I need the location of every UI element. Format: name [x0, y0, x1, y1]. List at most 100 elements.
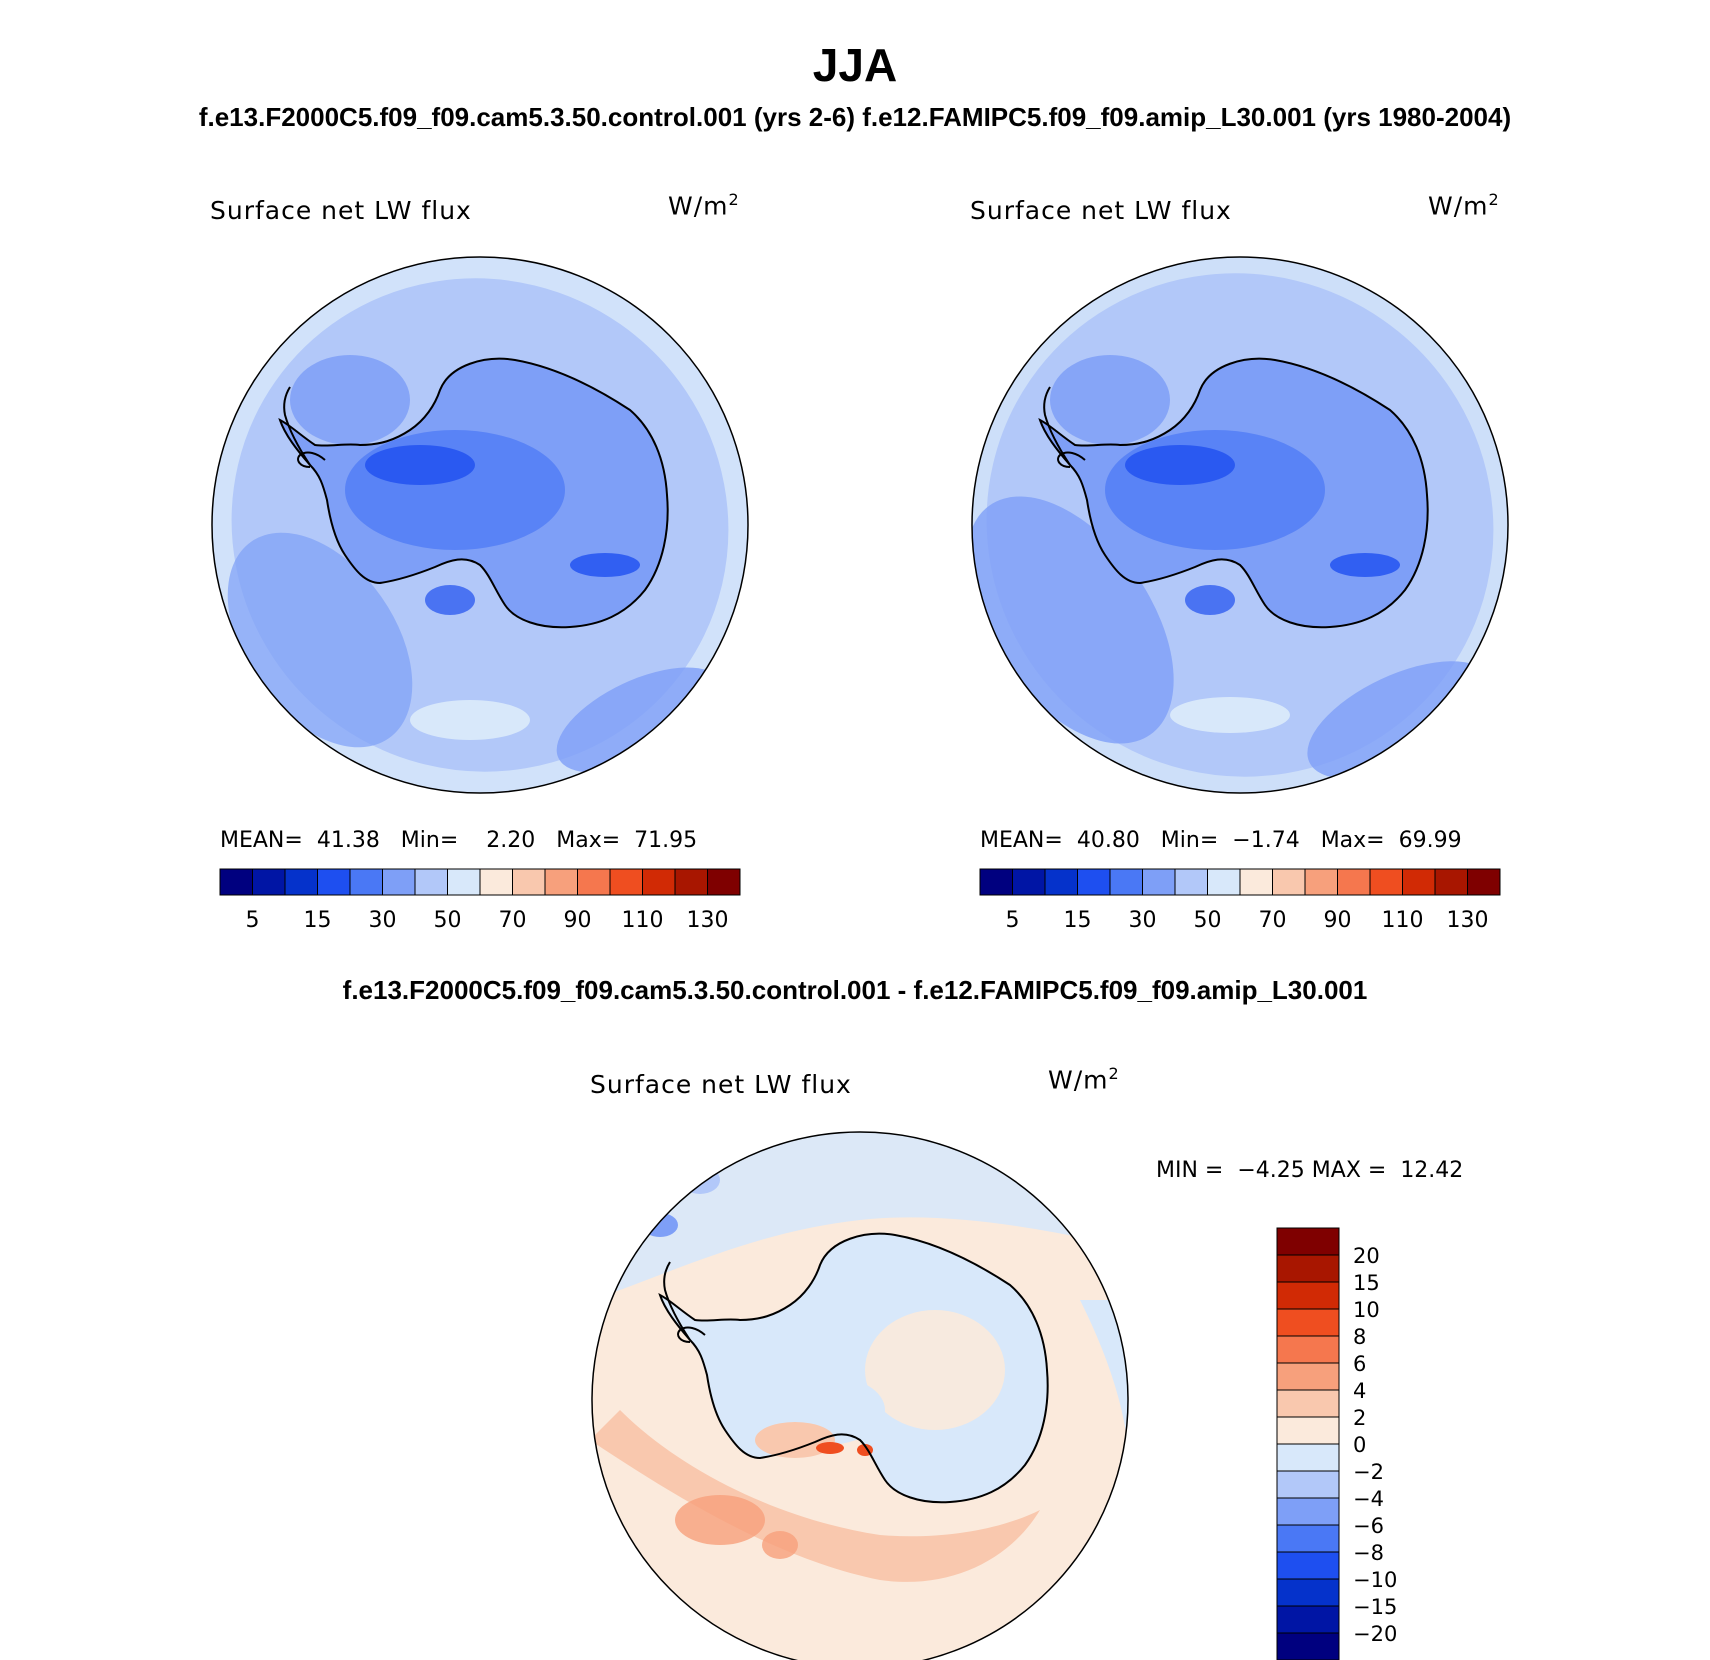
colorbar-swatch — [979, 868, 1013, 896]
colorbar-swatch — [382, 868, 416, 896]
colorbar-swatch — [544, 868, 578, 896]
map-boundary — [591, 1131, 1129, 1660]
colorbar-swatch — [1012, 868, 1046, 896]
colorbar-swatch — [1276, 1281, 1340, 1310]
colorbar-swatch — [479, 868, 513, 896]
colorbar-tick-label: 110 — [1382, 908, 1424, 933]
colorbar-tick-label: 30 — [1129, 908, 1157, 933]
case-subtitle: f.e13.F2000C5.f09_f09.cam5.3.50.control.… — [198, 102, 1512, 132]
colorbar-swatch — [1174, 868, 1208, 896]
colorbar-swatch — [1272, 868, 1306, 896]
colorbar-swatch — [1077, 868, 1111, 896]
colorbar-tick-label: −4 — [1353, 1487, 1384, 1511]
colorbar-tick-label: 110 — [622, 908, 664, 933]
colorbar-swatch — [219, 868, 253, 896]
colorbar-swatch — [1207, 868, 1241, 896]
colorbar-swatch — [1276, 1335, 1340, 1364]
colorbar-swatch — [642, 868, 676, 896]
map-boundary — [971, 256, 1509, 794]
colorbar-swatch — [1276, 1551, 1340, 1580]
map-boundary — [211, 256, 749, 794]
stats-line: MIN = −4.25 MAX = 12.42 — [1156, 1158, 1464, 1183]
units-label: W/m2 — [1428, 190, 1500, 221]
colorbar-tick-label: 130 — [687, 908, 729, 933]
colorbar-tick-label: 2 — [1353, 1406, 1366, 1430]
colorbar-swatch — [447, 868, 481, 896]
colorbar-tick-label: 70 — [1259, 908, 1287, 933]
colorbar-tick-label: −6 — [1353, 1514, 1384, 1538]
colorbar-swatch — [512, 868, 546, 896]
colorbar-swatch — [1369, 868, 1403, 896]
colorbar-tick-label: 15 — [1353, 1271, 1380, 1295]
map-panel-control — [211, 256, 749, 794]
colorbar-tick-label: 90 — [564, 908, 592, 933]
variable-label: Surface net LW flux — [970, 196, 1232, 225]
colorbar-swatch — [1276, 1470, 1340, 1499]
colorbar-tick-label: −10 — [1353, 1568, 1397, 1592]
stats-line: MEAN= 41.38 Min= 2.20 Max= 71.95 — [220, 828, 698, 853]
colorbar-swatch — [1276, 1416, 1340, 1445]
colorbar-swatch — [1276, 1605, 1340, 1634]
difference-title: f.e13.F2000C5.f09_f09.cam5.3.50.control.… — [342, 975, 1368, 1005]
colorbar-tick-label: 4 — [1353, 1379, 1366, 1403]
colorbar-swatch — [1109, 868, 1143, 896]
colorbar-swatch — [674, 868, 708, 896]
colorbar-tick-label: −8 — [1353, 1541, 1384, 1565]
colorbar-amip: 5 15 30 50 70 90 110 130 — [979, 868, 1501, 933]
colorbar-swatch — [1276, 1578, 1340, 1607]
map-panel-difference — [591, 1131, 1129, 1660]
colorbar-tick-label: 10 — [1353, 1298, 1380, 1322]
map-panel-amip — [971, 256, 1509, 794]
colorbar-swatch — [317, 868, 351, 896]
stats-line: MEAN= 40.80 Min= −1.74 Max= 69.99 — [980, 828, 1462, 853]
units-label: W/m2 — [1048, 1064, 1120, 1095]
colorbar-swatch — [1304, 868, 1338, 896]
colorbar-swatch — [1276, 1308, 1340, 1337]
units-label: W/m2 — [668, 190, 740, 221]
colorbar-swatch — [1276, 1524, 1340, 1553]
colorbar-swatch — [1467, 868, 1501, 896]
colorbar-tick-label: −2 — [1353, 1460, 1384, 1484]
colorbar-tick-label: −15 — [1353, 1595, 1397, 1619]
colorbar-tick-label: 130 — [1447, 908, 1489, 933]
colorbar-swatch — [1276, 1254, 1340, 1283]
colorbar-swatch — [1276, 1389, 1340, 1418]
colorbar-tick-label: 70 — [499, 908, 527, 933]
colorbar-swatch — [1044, 868, 1078, 896]
page-title: JJA — [812, 39, 898, 91]
colorbar-swatch — [1276, 1632, 1340, 1660]
colorbar-swatch — [609, 868, 643, 896]
colorbar-tick-label: 6 — [1353, 1352, 1366, 1376]
colorbar-swatch — [1276, 1362, 1340, 1391]
variable-label: Surface net LW flux — [210, 196, 472, 225]
colorbar-swatch — [284, 868, 318, 896]
colorbar-tick-label: 5 — [1006, 908, 1020, 933]
colorbar-tick-label: 50 — [1194, 908, 1222, 933]
colorbar-tick-label: 0 — [1353, 1433, 1366, 1457]
colorbar-swatch — [1276, 1497, 1340, 1526]
colorbar-tick-label: 50 — [434, 908, 462, 933]
colorbar-tick-label: 15 — [1064, 908, 1092, 933]
colorbar-swatch — [252, 868, 286, 896]
colorbar-swatch — [1276, 1443, 1340, 1472]
colorbar-tick-label: −20 — [1353, 1622, 1397, 1646]
colorbar-tick-label: 90 — [1324, 908, 1352, 933]
colorbar-swatch — [1239, 868, 1273, 896]
colorbar-swatch — [1276, 1227, 1340, 1256]
colorbar-tick-label: 8 — [1353, 1325, 1366, 1349]
colorbar-tick-label: 15 — [304, 908, 332, 933]
colorbar-swatch — [1402, 868, 1436, 896]
colorbar-swatch — [707, 868, 741, 896]
colorbar-tick-label: 30 — [369, 908, 397, 933]
colorbar-tick-label: 5 — [246, 908, 260, 933]
colorbar-swatch — [1434, 868, 1468, 896]
colorbar-swatch — [577, 868, 611, 896]
colorbar-control: 5 15 30 50 70 90 110 130 — [219, 868, 741, 933]
variable-label: Surface net LW flux — [590, 1070, 852, 1099]
colorbar-swatch — [1142, 868, 1176, 896]
colorbar-tick-label: 20 — [1353, 1244, 1380, 1268]
colorbar-swatch — [414, 868, 448, 896]
